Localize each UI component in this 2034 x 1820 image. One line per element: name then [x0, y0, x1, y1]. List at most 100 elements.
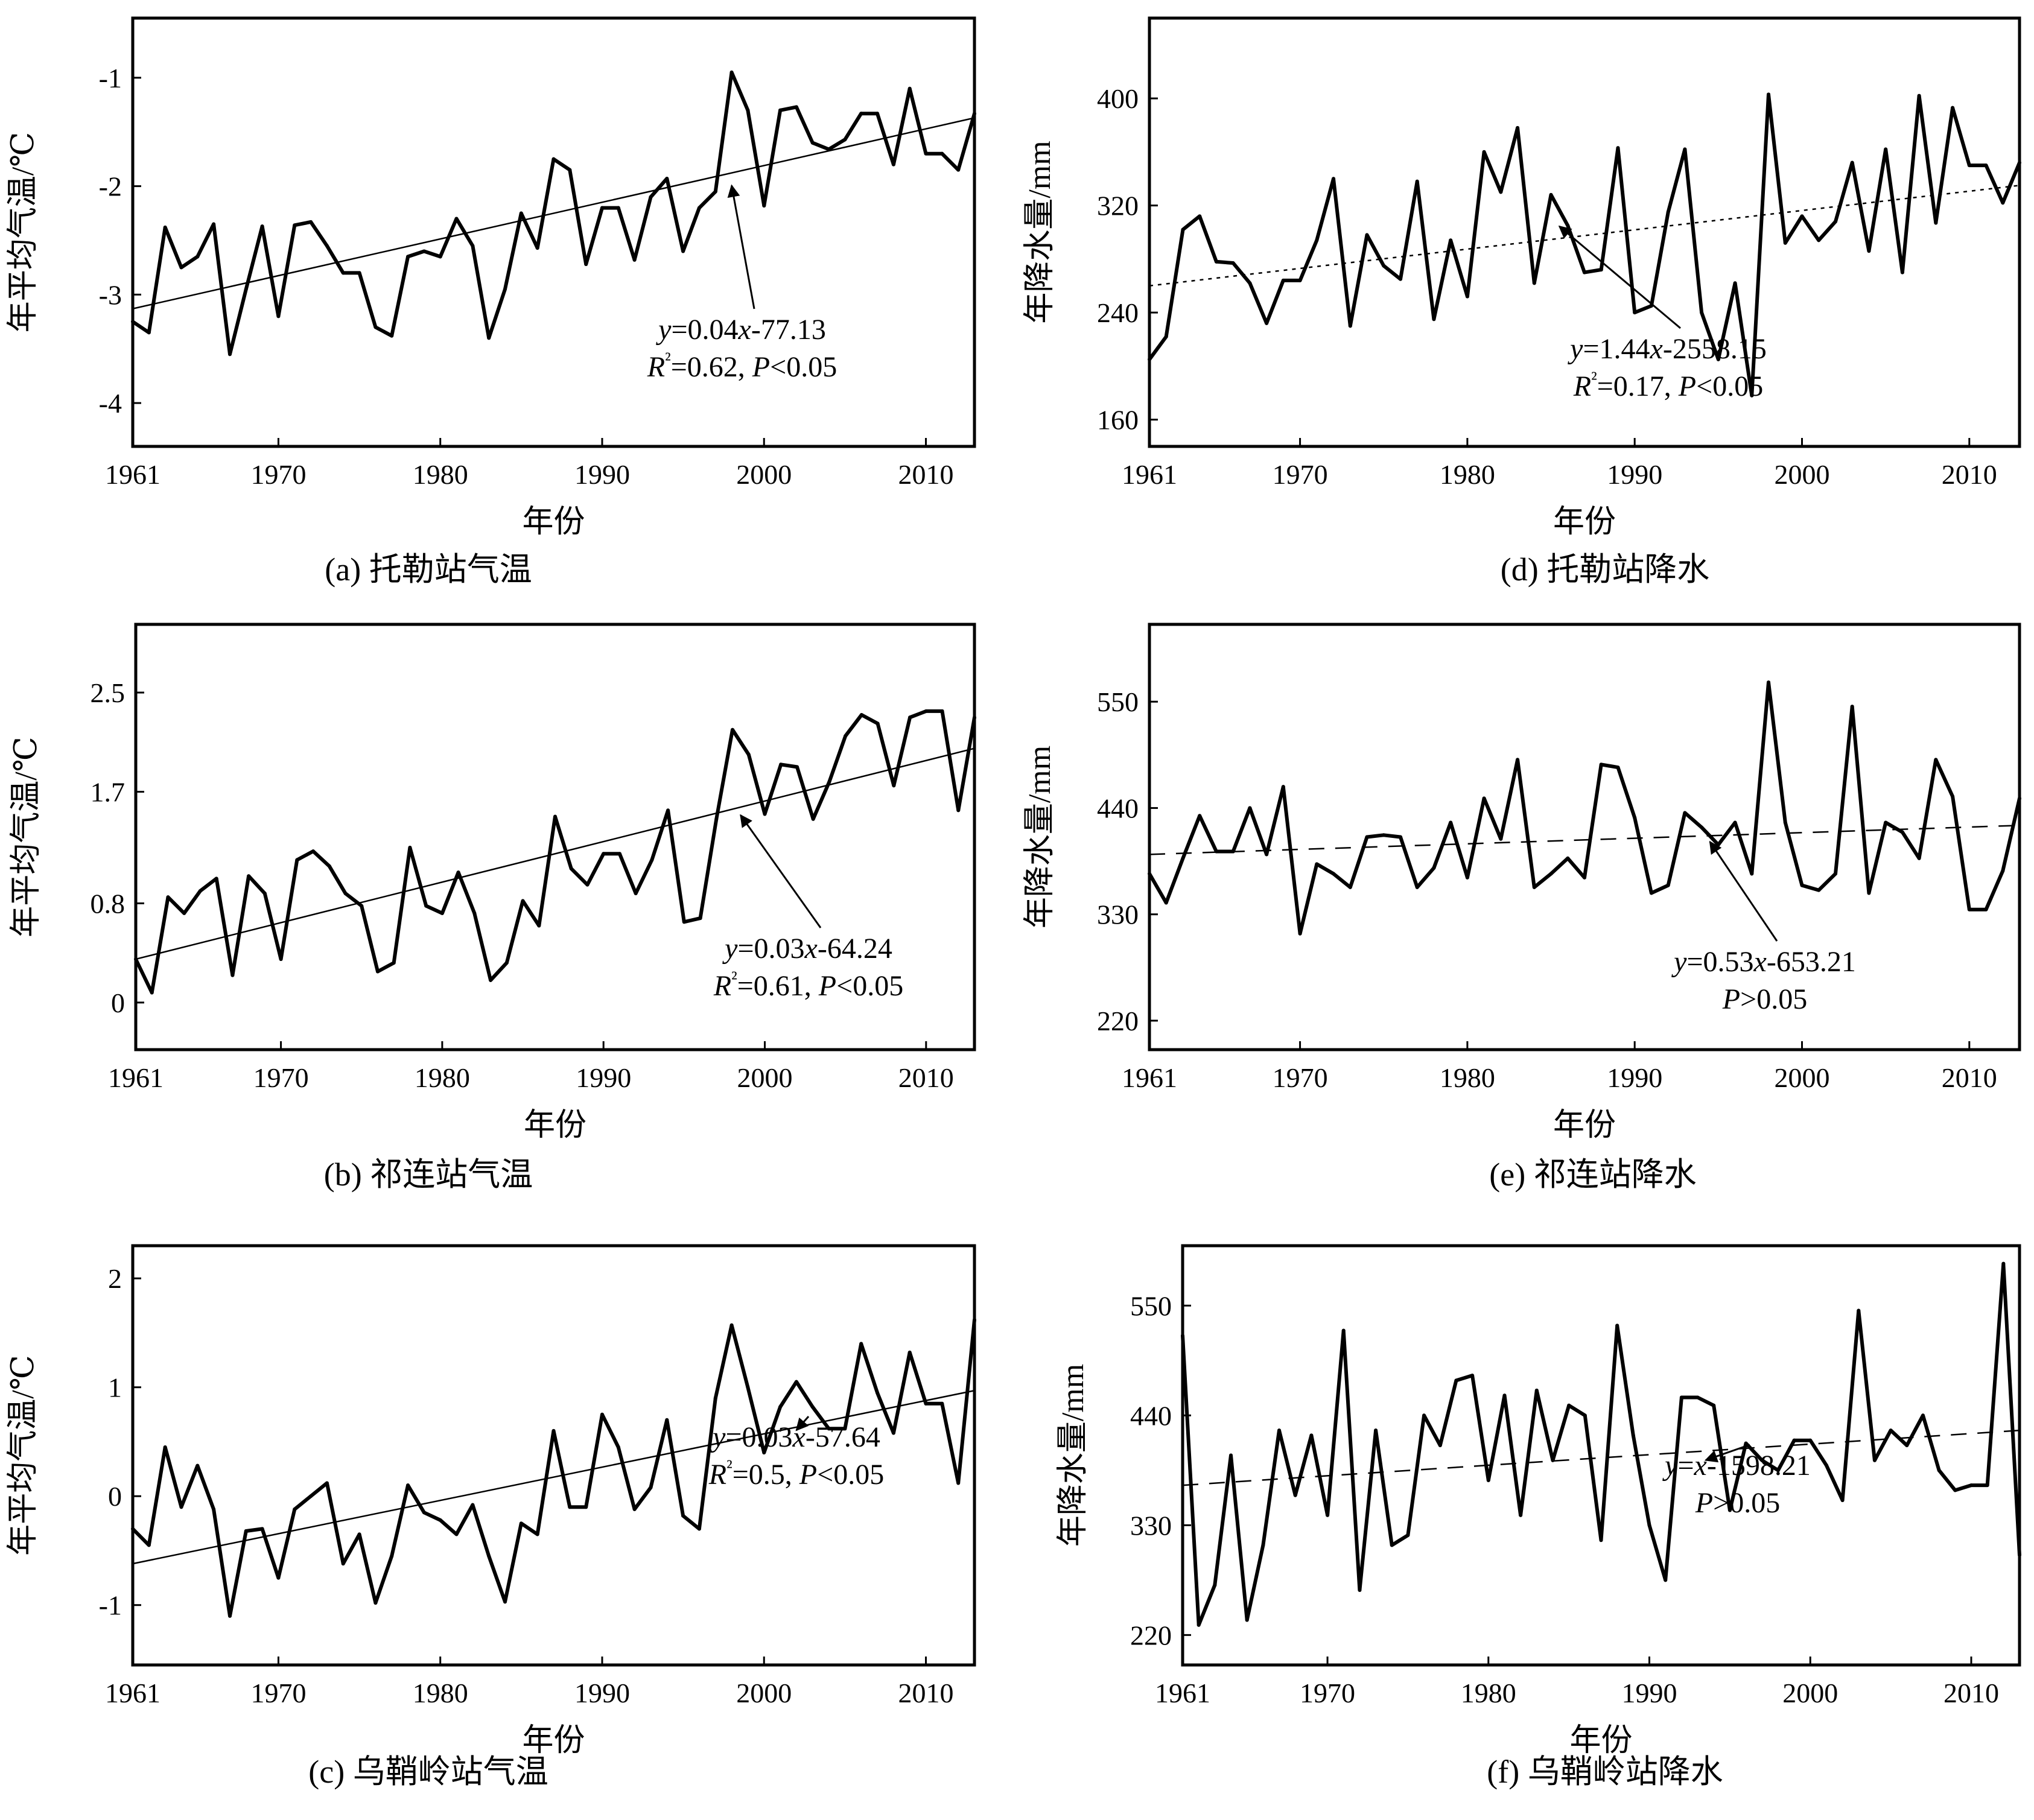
equation-part: =1.44 — [1583, 333, 1650, 365]
x-tick-label: 1980 — [1440, 1062, 1495, 1093]
data-point — [1148, 872, 1151, 876]
data-point — [166, 895, 170, 899]
data-point — [1265, 321, 1269, 325]
x-tick-label: 2010 — [1942, 459, 1997, 490]
data-point — [179, 1505, 183, 1509]
data-point — [327, 864, 331, 868]
data-point — [1465, 875, 1469, 880]
data-point — [1808, 1438, 1813, 1442]
y-tick-label: 320 — [1097, 191, 1139, 221]
y-tick-label: -3 — [99, 279, 122, 310]
data-point — [827, 147, 831, 151]
data-point — [1733, 820, 1737, 825]
annotation-arrow — [740, 814, 822, 928]
panel-caption: (e) 祁连站降水 — [1489, 1156, 1696, 1193]
data-point — [973, 112, 976, 116]
data-point — [311, 849, 316, 854]
data-point — [616, 1445, 620, 1449]
y-tick-label: 440 — [1130, 1400, 1172, 1431]
data-point — [859, 713, 863, 717]
data-point — [1824, 1463, 1828, 1468]
data-point — [1398, 835, 1402, 839]
statistics-part: =0.62, — [671, 351, 752, 383]
data-point — [973, 1317, 976, 1322]
data-point — [1281, 278, 1285, 282]
x-tick-label: 2010 — [1943, 1678, 1999, 1708]
x-tick-label: 2000 — [737, 1062, 793, 1093]
plot-frame — [1148, 16, 2021, 448]
data-point — [131, 1527, 135, 1531]
statistics-part: P — [1722, 983, 1740, 1015]
statistics-part: ² — [726, 1456, 733, 1477]
trend-statistics: R²=0.62, P<0.05 — [647, 348, 837, 383]
data-point — [343, 892, 348, 896]
data-point — [924, 1401, 928, 1406]
plot-frame — [131, 16, 976, 448]
statistics-part: P — [752, 351, 770, 383]
data-point — [859, 1342, 863, 1346]
data-point — [454, 1532, 459, 1536]
data-point — [390, 1554, 394, 1558]
y-tick-label: 1.7 — [91, 776, 126, 807]
data-point — [1281, 785, 1285, 789]
statistics-part: =0.61, — [737, 970, 819, 1002]
series-line — [1148, 680, 2021, 936]
x-axis-label: 年份 — [522, 505, 585, 539]
equation-part: -64.24 — [818, 933, 892, 965]
data-point — [521, 899, 525, 903]
data-point — [1767, 680, 1771, 685]
equation-part: -57.64 — [806, 1421, 880, 1453]
data-point — [276, 1576, 281, 1580]
equation-part: y — [1671, 946, 1687, 978]
data-point — [2001, 869, 2005, 873]
data-point — [212, 1507, 216, 1511]
data-point — [537, 924, 541, 928]
data-point — [891, 1431, 895, 1435]
data-point — [182, 911, 186, 915]
data-point — [2001, 1261, 2006, 1266]
statistics-part: =0.17, — [1597, 370, 1679, 402]
data-point — [697, 206, 701, 210]
x-tick-label: 2000 — [736, 459, 792, 490]
data-point — [843, 138, 847, 142]
data-point — [293, 223, 297, 227]
data-point — [1900, 830, 1904, 834]
data-point — [665, 177, 669, 181]
data-point — [794, 105, 798, 109]
data-point — [471, 244, 475, 248]
data-point — [876, 1390, 880, 1395]
data-point — [892, 784, 896, 788]
x-tick-label: 2000 — [1775, 1062, 1830, 1093]
data-point — [2001, 201, 2005, 205]
data-point — [681, 1514, 685, 1518]
data-point — [1486, 1478, 1490, 1482]
data-point — [1615, 1324, 1619, 1328]
y-axis-label: 年降水量/mm — [1023, 746, 1057, 928]
data-point — [1499, 837, 1503, 841]
data-point — [131, 320, 135, 324]
x-axis-label: 年份 — [1553, 505, 1616, 539]
data-point — [1566, 223, 1570, 227]
data-point — [440, 911, 444, 915]
y-tick-label: 440 — [1097, 793, 1139, 823]
y-tick-label: 550 — [1097, 686, 1139, 717]
data-point — [956, 1481, 961, 1485]
data-point — [634, 892, 638, 896]
data-point — [843, 1427, 847, 1431]
x-tick-label: 1970 — [1300, 1678, 1355, 1708]
trend-statistics: R²=0.5, P<0.05 — [708, 1456, 884, 1491]
x-tick-label: 1990 — [1607, 1062, 1662, 1093]
data-point — [1454, 1378, 1458, 1383]
data-point — [1519, 1513, 1523, 1517]
statistics-part: >0.05 — [1713, 1487, 1780, 1519]
data-point — [876, 721, 880, 726]
data-point — [746, 752, 751, 756]
data-point — [1248, 281, 1252, 285]
data-point — [360, 904, 364, 908]
data-point — [2018, 796, 2021, 801]
data-point — [1248, 806, 1252, 810]
equation-part: -653.21 — [1767, 946, 1856, 978]
data-point — [1984, 907, 1988, 912]
data-point — [1631, 1433, 1635, 1438]
x-tick-label: 1970 — [1273, 459, 1328, 490]
